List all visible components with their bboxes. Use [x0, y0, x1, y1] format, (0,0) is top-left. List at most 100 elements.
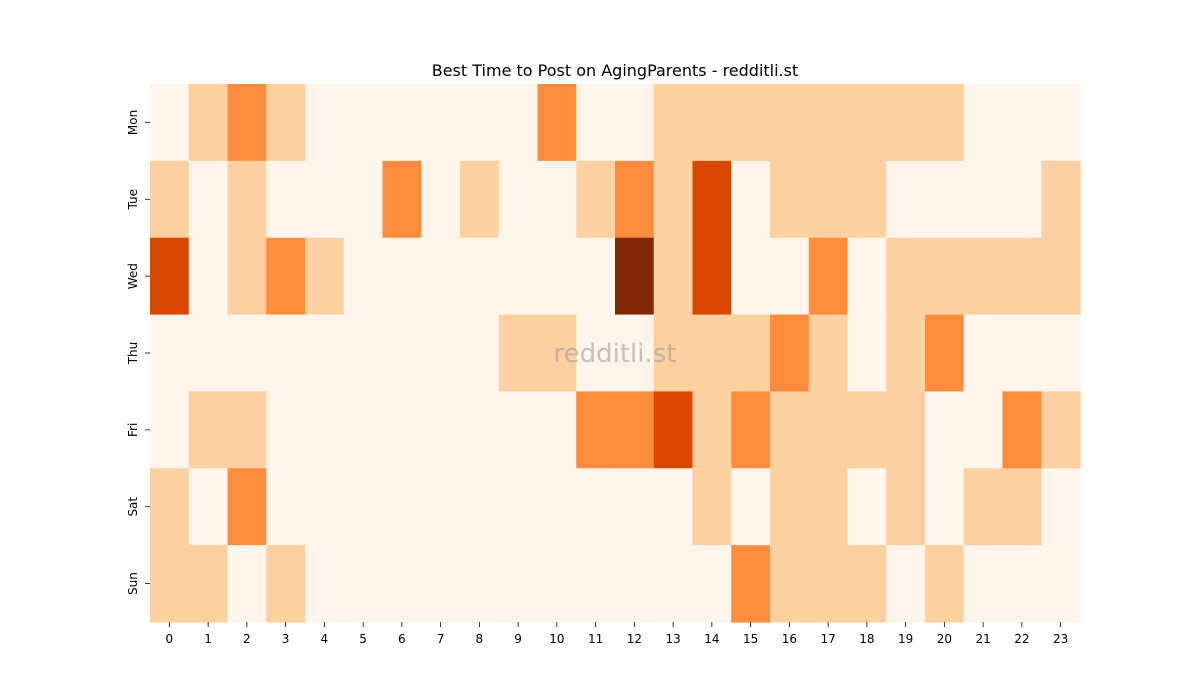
heatmap-cell-tue-15 [731, 160, 771, 239]
heatmap-cell-sun-17 [808, 545, 849, 623]
heatmap-cell-sat-4 [305, 468, 345, 546]
heatmap-cell-sun-14 [692, 545, 732, 623]
heatmap-cell-sat-9 [498, 468, 539, 546]
heatmap-cell-fri-12 [615, 391, 655, 469]
heatmap-cell-thu-8 [460, 314, 500, 393]
x-tick-label: 5 [359, 632, 367, 646]
x-tick-label: 21 [975, 632, 990, 646]
heatmap-cell-fri-6 [382, 391, 422, 469]
heatmap-cell-mon-21 [963, 84, 1004, 162]
heatmap-cell-thu-3 [266, 314, 306, 393]
heatmap-cell-thu-1 [188, 314, 229, 393]
heatmap-cell-thu-10 [537, 314, 577, 393]
heatmap-cell-thu-16 [770, 314, 810, 393]
heatmap-cell-sun-21 [963, 545, 1004, 623]
x-tick-label: 1 [204, 632, 212, 646]
x-tick-label: 9 [514, 632, 522, 646]
heatmap-cell-fri-5 [343, 391, 384, 469]
heatmap-cell-wed-1 [188, 237, 229, 316]
heatmap-cell-sun-11 [576, 545, 616, 623]
heatmap-cell-sun-19 [886, 545, 926, 623]
heatmap-cell-tue-11 [576, 160, 616, 239]
heatmap-cell-sat-13 [653, 468, 694, 546]
heatmap-cells [150, 84, 1081, 623]
heatmap-cell-tue-23 [1041, 160, 1081, 239]
heatmap-cell-fri-3 [266, 391, 306, 469]
heatmap-cell-wed-19 [886, 237, 926, 316]
heatmap-cell-tue-21 [963, 160, 1004, 239]
heatmap-cell-mon-6 [382, 84, 422, 162]
heatmap-cell-mon-2 [227, 84, 267, 162]
heatmap-cell-wed-11 [576, 237, 616, 316]
x-tick-label: 13 [665, 632, 680, 646]
heatmap-cell-thu-18 [847, 314, 887, 393]
x-tick-label: 11 [588, 632, 603, 646]
heatmap-cell-wed-12 [615, 237, 655, 316]
heatmap-cell-tue-5 [343, 160, 384, 239]
y-tick-label: Thu [126, 342, 140, 366]
heatmap-cell-fri-16 [770, 391, 810, 469]
heatmap-cell-thu-19 [886, 314, 926, 393]
x-tick-label: 15 [743, 632, 758, 646]
heatmap-cell-tue-20 [925, 160, 965, 239]
heatmap-cell-sat-3 [266, 468, 306, 546]
heatmap-cell-sat-19 [886, 468, 926, 546]
x-tick-label: 22 [1014, 632, 1029, 646]
x-tick-label: 4 [321, 632, 329, 646]
heatmap-cell-tue-3 [266, 160, 306, 239]
heatmap-cell-sat-20 [925, 468, 965, 546]
heatmap-cell-wed-18 [847, 237, 887, 316]
heatmap-cell-fri-14 [692, 391, 732, 469]
heatmap-cell-thu-7 [421, 314, 461, 393]
x-tick-label: 12 [627, 632, 642, 646]
heatmap-cell-sat-12 [615, 468, 655, 546]
x-tick-label: 20 [937, 632, 952, 646]
heatmap-cell-thu-17 [808, 314, 849, 393]
heatmap-cell-sat-17 [808, 468, 849, 546]
heatmap-cell-sat-7 [421, 468, 461, 546]
heatmap-cell-mon-10 [537, 84, 577, 162]
heatmap-cell-fri-22 [1002, 391, 1042, 469]
heatmap-cell-sun-22 [1002, 545, 1042, 623]
heatmap-cell-tue-19 [886, 160, 926, 239]
heatmap-cell-fri-0 [150, 391, 190, 469]
y-tick-label: Tue [126, 189, 140, 211]
y-axis: Mon Tue Wed Thu Fri Sat Sun [126, 110, 150, 595]
x-tick-label: 23 [1053, 632, 1068, 646]
heatmap-cell-sat-23 [1041, 468, 1081, 546]
heatmap-cell-fri-19 [886, 391, 926, 469]
heatmap-cell-sat-18 [847, 468, 887, 546]
x-tick-label: 14 [704, 632, 719, 646]
heatmap-cell-sat-15 [731, 468, 771, 546]
heatmap-cell-sun-2 [227, 545, 267, 623]
y-tick-label: Sun [126, 572, 140, 595]
heatmap-cell-thu-20 [925, 314, 965, 393]
heatmap-cell-mon-15 [731, 84, 771, 162]
heatmap-cell-sat-21 [963, 468, 1004, 546]
x-tick-label: 2 [243, 632, 251, 646]
heatmap-cell-mon-22 [1002, 84, 1042, 162]
heatmap-cell-tue-4 [305, 160, 345, 239]
heatmap-cell-sun-8 [460, 545, 500, 623]
chart-title: Best Time to Post on AgingParents - redd… [432, 61, 799, 80]
heatmap-cell-thu-4 [305, 314, 345, 393]
heatmap-cell-wed-16 [770, 237, 810, 316]
heatmap-cell-wed-0 [150, 237, 190, 316]
heatmap-cell-sun-7 [421, 545, 461, 623]
heatmap-cell-tue-6 [382, 160, 422, 239]
heatmap-cell-wed-15 [731, 237, 771, 316]
heatmap-cell-wed-14 [692, 237, 732, 316]
heatmap-cell-sun-4 [305, 545, 345, 623]
heatmap-cell-thu-0 [150, 314, 190, 393]
heatmap-cell-mon-19 [886, 84, 926, 162]
heatmap-cell-fri-1 [188, 391, 229, 469]
heatmap-cell-wed-21 [963, 237, 1004, 316]
heatmap-cell-fri-9 [498, 391, 539, 469]
x-axis: 0 1 2 3 4 5 6 7 8 9 10 11 12 13 14 15 16 17 18 19 20 21 22 23 [166, 622, 1068, 646]
x-tick-label: 18 [859, 632, 874, 646]
y-tick-label: Sat [126, 497, 140, 517]
heatmap-cell-fri-11 [576, 391, 616, 469]
y-tick-label: Wed [126, 263, 140, 289]
heatmap-cell-thu-9 [498, 314, 539, 393]
heatmap-cell-wed-4 [305, 237, 345, 316]
